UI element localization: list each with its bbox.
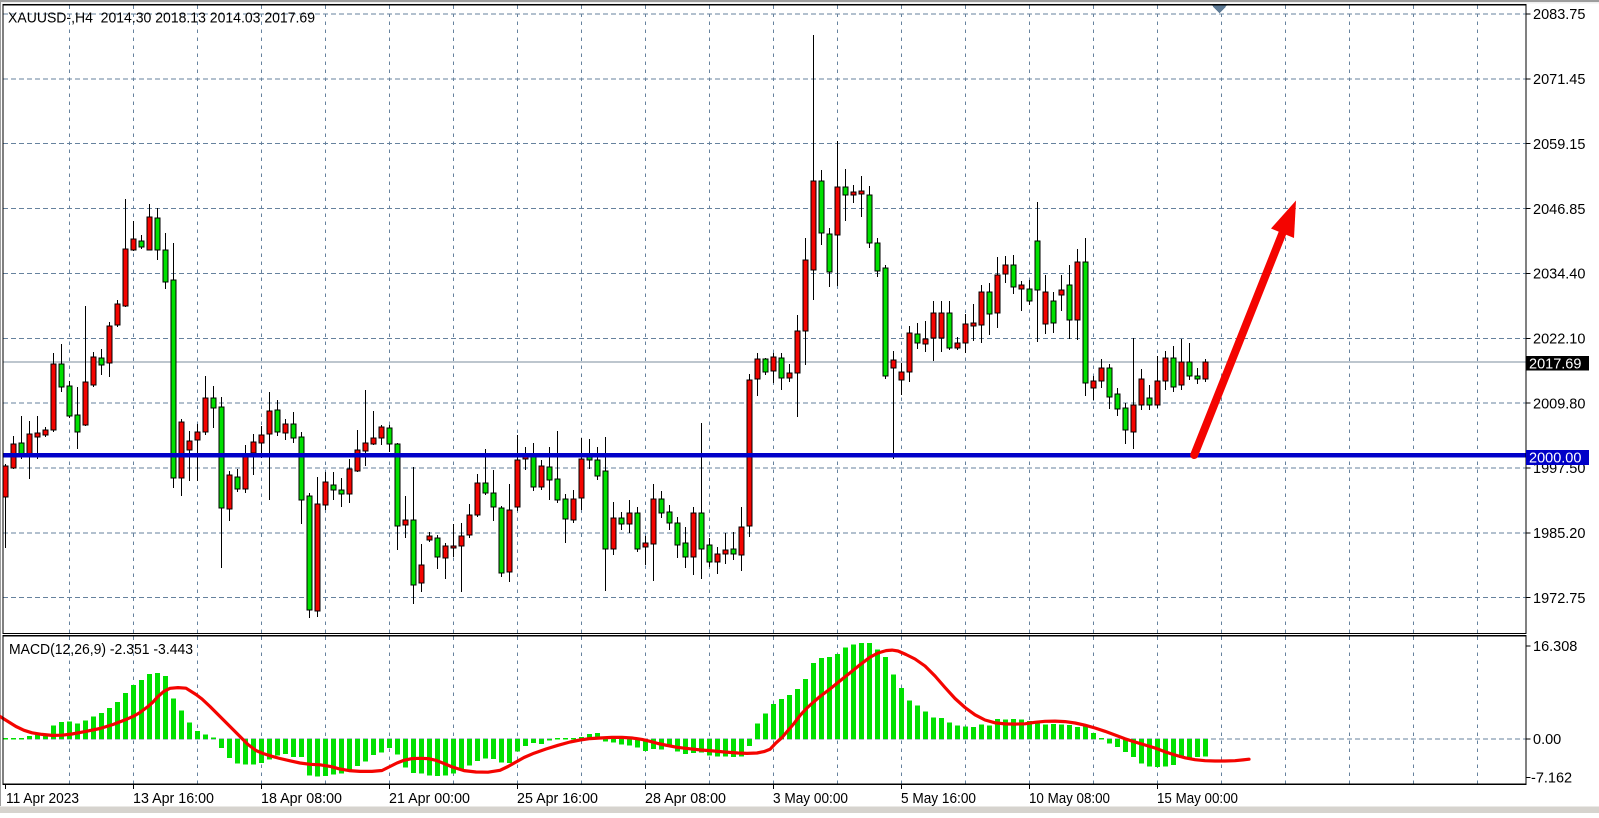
svg-text:2083.75: 2083.75: [1533, 7, 1585, 23]
svg-text:11 Apr 2023: 11 Apr 2023: [6, 791, 79, 807]
svg-text:1997.50: 1997.50: [1533, 461, 1585, 477]
svg-text:1985.20: 1985.20: [1533, 526, 1585, 542]
svg-text:0.00: 0.00: [1533, 732, 1561, 748]
svg-text:2059.15: 2059.15: [1533, 137, 1585, 153]
svg-text:21 Apr 00:00: 21 Apr 00:00: [389, 791, 470, 807]
svg-text:1972.75: 1972.75: [1533, 591, 1585, 607]
svg-text:5 May 16:00: 5 May 16:00: [901, 791, 976, 807]
svg-text:10 May 08:00: 10 May 08:00: [1029, 791, 1110, 807]
svg-text:-7.162: -7.162: [1531, 771, 1572, 787]
svg-text:2022.10: 2022.10: [1533, 331, 1585, 347]
svg-text:2071.45: 2071.45: [1533, 72, 1585, 88]
svg-text:2046.85: 2046.85: [1533, 202, 1585, 218]
svg-text:16.308: 16.308: [1533, 639, 1577, 655]
svg-text:15 May 00:00: 15 May 00:00: [1157, 791, 1238, 807]
svg-text:MACD(12,26,9) -2.351 -3.443: MACD(12,26,9) -2.351 -3.443: [9, 642, 193, 658]
svg-text:13 Apr 16:00: 13 Apr 16:00: [133, 791, 214, 807]
svg-text:2009.80: 2009.80: [1533, 396, 1585, 412]
svg-text:25 Apr 16:00: 25 Apr 16:00: [517, 791, 598, 807]
svg-text:3 May 00:00: 3 May 00:00: [773, 791, 848, 807]
svg-text:XAUUSD-,H4 2014.30 2018.13 20: XAUUSD-,H4 2014.30 2018.13 2014.03 2017.…: [8, 9, 315, 26]
svg-text:28 Apr 08:00: 28 Apr 08:00: [645, 791, 726, 807]
svg-text:2017.69: 2017.69: [1529, 356, 1581, 372]
svg-text:18 Apr 08:00: 18 Apr 08:00: [261, 791, 342, 807]
svg-text:2000.00: 2000.00: [1529, 451, 1581, 467]
svg-text:2034.40: 2034.40: [1533, 267, 1585, 283]
